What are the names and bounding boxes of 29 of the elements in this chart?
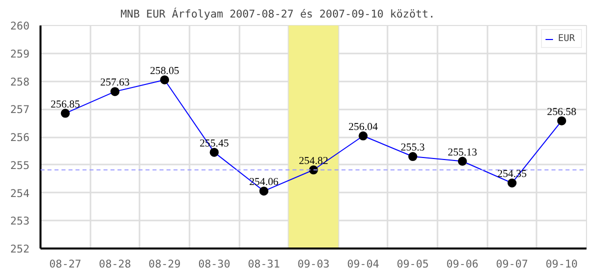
y-tick-label: 253	[10, 214, 30, 228]
y-tick-label: 257	[10, 103, 30, 116]
data-label: 255.3	[400, 142, 425, 154]
legend-label: EUR	[558, 33, 576, 44]
x-tick-label: 08-30	[198, 258, 230, 270]
data-label: 256.85	[50, 99, 80, 110]
y-tick-label: 255	[10, 158, 30, 172]
x-tick-label: 09-07	[496, 258, 528, 270]
x-tick-label: 09-03	[297, 258, 330, 270]
y-tick-label: 258	[10, 75, 30, 88]
x-tick-label: 08-31	[248, 258, 280, 270]
x-tick-label: 08-29	[148, 258, 181, 270]
chart-title: MNB EUR Árfolyam 2007-08-27 és 2007-09-10 között.	[120, 8, 435, 20]
y-tick-label: 256	[10, 131, 30, 144]
x-tick-label: 09-10	[546, 258, 578, 270]
data-label: 257.63	[100, 78, 130, 89]
x-tick-label: 09-06	[446, 258, 478, 270]
x-tick-label: 09-05	[396, 258, 429, 270]
data-label: 258.05	[150, 66, 180, 77]
y-tick-label: 252	[10, 242, 30, 256]
data-label: 256.58	[547, 106, 576, 118]
x-tick-label: 09-04	[347, 258, 380, 270]
x-tick-label: 08-27	[49, 258, 82, 270]
y-tick-label: 254	[10, 186, 30, 200]
y-tick-label: 260	[10, 20, 30, 32]
data-label: 255.13	[448, 147, 478, 158]
data-label: 256.04	[348, 122, 378, 133]
x-tick-label: 08-28	[98, 258, 131, 270]
y-tick-label: 259	[10, 47, 30, 60]
